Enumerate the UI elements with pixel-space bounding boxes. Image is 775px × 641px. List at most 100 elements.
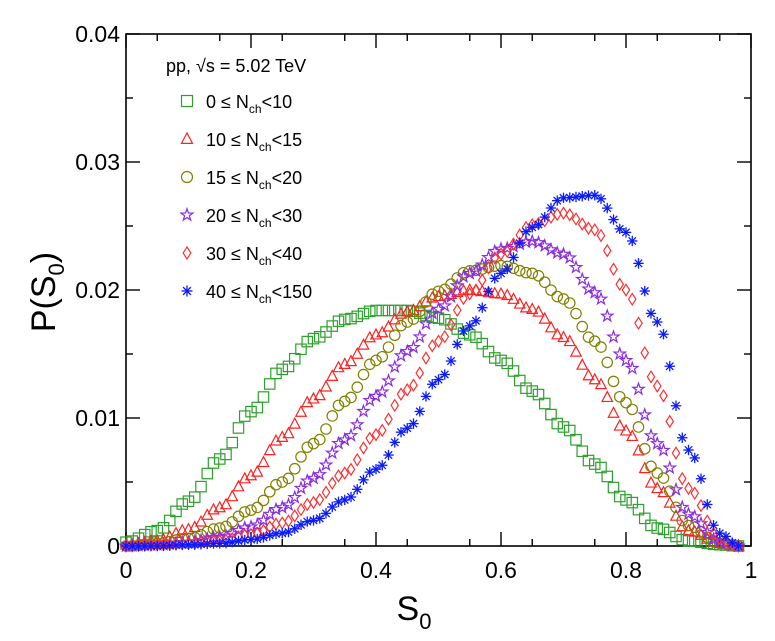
- legend-label: 30 ≤ Nch<40: [206, 244, 302, 268]
- data-point: [443, 288, 459, 304]
- data-point: [307, 332, 320, 345]
- data-point: [268, 501, 284, 516]
- data-point: [551, 417, 564, 430]
- data-point: [526, 385, 539, 397]
- data-point: [464, 320, 475, 332]
- data-point: [377, 460, 388, 471]
- data-point: [549, 245, 565, 260]
- legend: pp, √s = 5.02 TeV 0 ≤ Nch<10 10 ≤ Nch<15 1…: [166, 56, 312, 306]
- data-point: [320, 326, 332, 338]
- data-point: [657, 523, 670, 536]
- data-point: [182, 245, 192, 261]
- data-point: [176, 498, 189, 510]
- data-point: [418, 315, 434, 331]
- data-point: [345, 491, 357, 503]
- data-point: [351, 347, 364, 359]
- data-point: [624, 360, 640, 375]
- data-point: [252, 533, 263, 545]
- data-point: [180, 94, 194, 108]
- data-point: [334, 469, 343, 483]
- data-point: [370, 304, 382, 317]
- x-tick-label: 0.4: [360, 557, 392, 583]
- data-point: [657, 485, 670, 498]
- data-point: [531, 234, 546, 249]
- data-point: [551, 327, 564, 340]
- data-point: [733, 540, 744, 552]
- data-point: [543, 241, 559, 257]
- data-point: [663, 526, 676, 539]
- data-point: [676, 519, 689, 532]
- data-point: [574, 271, 590, 286]
- data-point: [327, 476, 337, 491]
- data-point: [427, 379, 438, 390]
- data-point: [627, 235, 638, 247]
- data-point: [595, 193, 607, 205]
- data-point: [565, 207, 575, 222]
- data-point: [284, 514, 293, 528]
- data-point: [507, 292, 520, 304]
- data-point: [508, 252, 519, 263]
- data-point: [602, 202, 613, 214]
- y-axis-title: P(S0): [25, 252, 69, 332]
- data-point: [269, 433, 283, 446]
- data-point: [213, 522, 226, 534]
- y-tick-label: 0.04: [75, 21, 120, 47]
- data-point: [139, 540, 150, 552]
- data-point: [282, 360, 295, 373]
- data-point: [271, 517, 281, 531]
- data-point: [213, 453, 226, 465]
- data-point: [331, 435, 346, 450]
- data-point: [532, 270, 545, 282]
- data-point: [593, 291, 609, 306]
- data-point: [682, 535, 695, 547]
- data-point: [344, 354, 358, 367]
- data-point: [526, 267, 539, 280]
- data-point: [324, 445, 340, 460]
- x-tick-label: 1: [745, 557, 758, 583]
- data-point: [539, 211, 550, 223]
- data-point: [401, 316, 414, 328]
- data-point: [496, 247, 506, 261]
- data-point: [238, 506, 251, 518]
- data-point: [681, 506, 696, 521]
- data-point: [607, 406, 620, 418]
- data-point: [288, 352, 301, 365]
- data-point: [581, 281, 596, 296]
- data-point: [576, 445, 589, 458]
- data-point: [657, 472, 670, 484]
- data-point: [488, 352, 501, 364]
- data-point: [520, 226, 532, 237]
- data-point: [395, 319, 407, 332]
- data-point: [662, 460, 678, 475]
- data-point: [251, 501, 264, 514]
- data-point: [495, 268, 507, 279]
- data-point: [632, 421, 645, 433]
- data-point: [338, 313, 351, 326]
- data-point: [376, 350, 389, 363]
- data-point: [277, 528, 288, 539]
- data-point: [295, 519, 307, 531]
- data-point: [507, 365, 520, 377]
- data-point: [587, 284, 603, 299]
- data-point: [302, 516, 313, 527]
- data-point: [402, 383, 412, 397]
- data-point: [559, 206, 568, 221]
- data-point: [370, 464, 382, 475]
- data-point: [571, 212, 581, 226]
- data-point: [382, 319, 395, 332]
- data-point: [639, 285, 650, 297]
- data-point: [326, 410, 339, 422]
- data-point: [638, 461, 651, 474]
- data-point: [357, 337, 370, 350]
- data-point: [665, 414, 675, 429]
- data-point: [120, 540, 132, 552]
- data-point: [562, 249, 578, 265]
- data-point: [332, 360, 345, 373]
- data-point: [349, 416, 365, 432]
- series-1: [119, 282, 745, 551]
- data-point: [544, 320, 558, 333]
- data-point: [614, 223, 625, 235]
- data-point: [470, 331, 482, 344]
- data-point: [664, 361, 675, 372]
- data-point: [615, 277, 625, 292]
